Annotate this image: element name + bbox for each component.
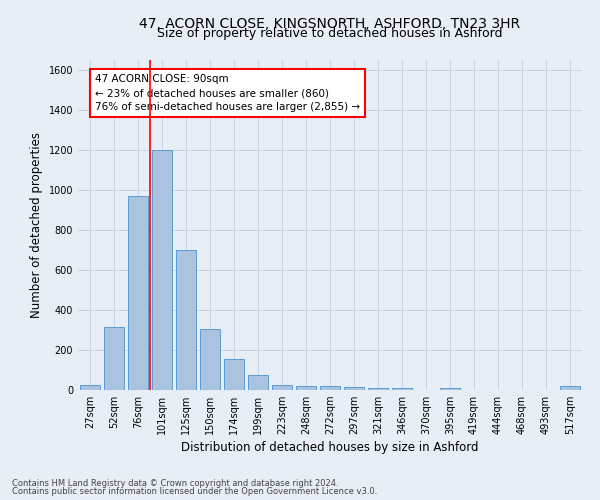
Bar xyxy=(152,150,172,390)
Bar xyxy=(560,386,580,390)
Text: 47 ACORN CLOSE: 90sqm
← 23% of detached houses are smaller (860)
76% of semi-det: 47 ACORN CLOSE: 90sqm ← 23% of detached … xyxy=(95,74,360,112)
Bar xyxy=(104,327,124,390)
Bar xyxy=(368,388,388,390)
Bar xyxy=(392,388,412,390)
Bar xyxy=(80,385,100,390)
Text: Size of property relative to detached houses in Ashford: Size of property relative to detached ho… xyxy=(157,28,503,40)
Bar xyxy=(272,385,292,390)
Bar xyxy=(248,375,268,390)
Bar xyxy=(128,196,148,390)
Text: Contains public sector information licensed under the Open Government Licence v3: Contains public sector information licen… xyxy=(12,487,377,496)
Bar xyxy=(296,386,316,390)
Text: Contains HM Land Registry data © Crown copyright and database right 2024.: Contains HM Land Registry data © Crown c… xyxy=(12,478,338,488)
Bar xyxy=(200,329,220,390)
Bar xyxy=(344,387,364,390)
X-axis label: Distribution of detached houses by size in Ashford: Distribution of detached houses by size … xyxy=(181,442,479,454)
Bar xyxy=(176,250,196,390)
Bar xyxy=(440,388,460,390)
Y-axis label: Number of detached properties: Number of detached properties xyxy=(30,132,43,318)
Text: 47, ACORN CLOSE, KINGSNORTH, ASHFORD, TN23 3HR: 47, ACORN CLOSE, KINGSNORTH, ASHFORD, TN… xyxy=(139,18,521,32)
Bar xyxy=(320,386,340,390)
Bar xyxy=(224,359,244,390)
